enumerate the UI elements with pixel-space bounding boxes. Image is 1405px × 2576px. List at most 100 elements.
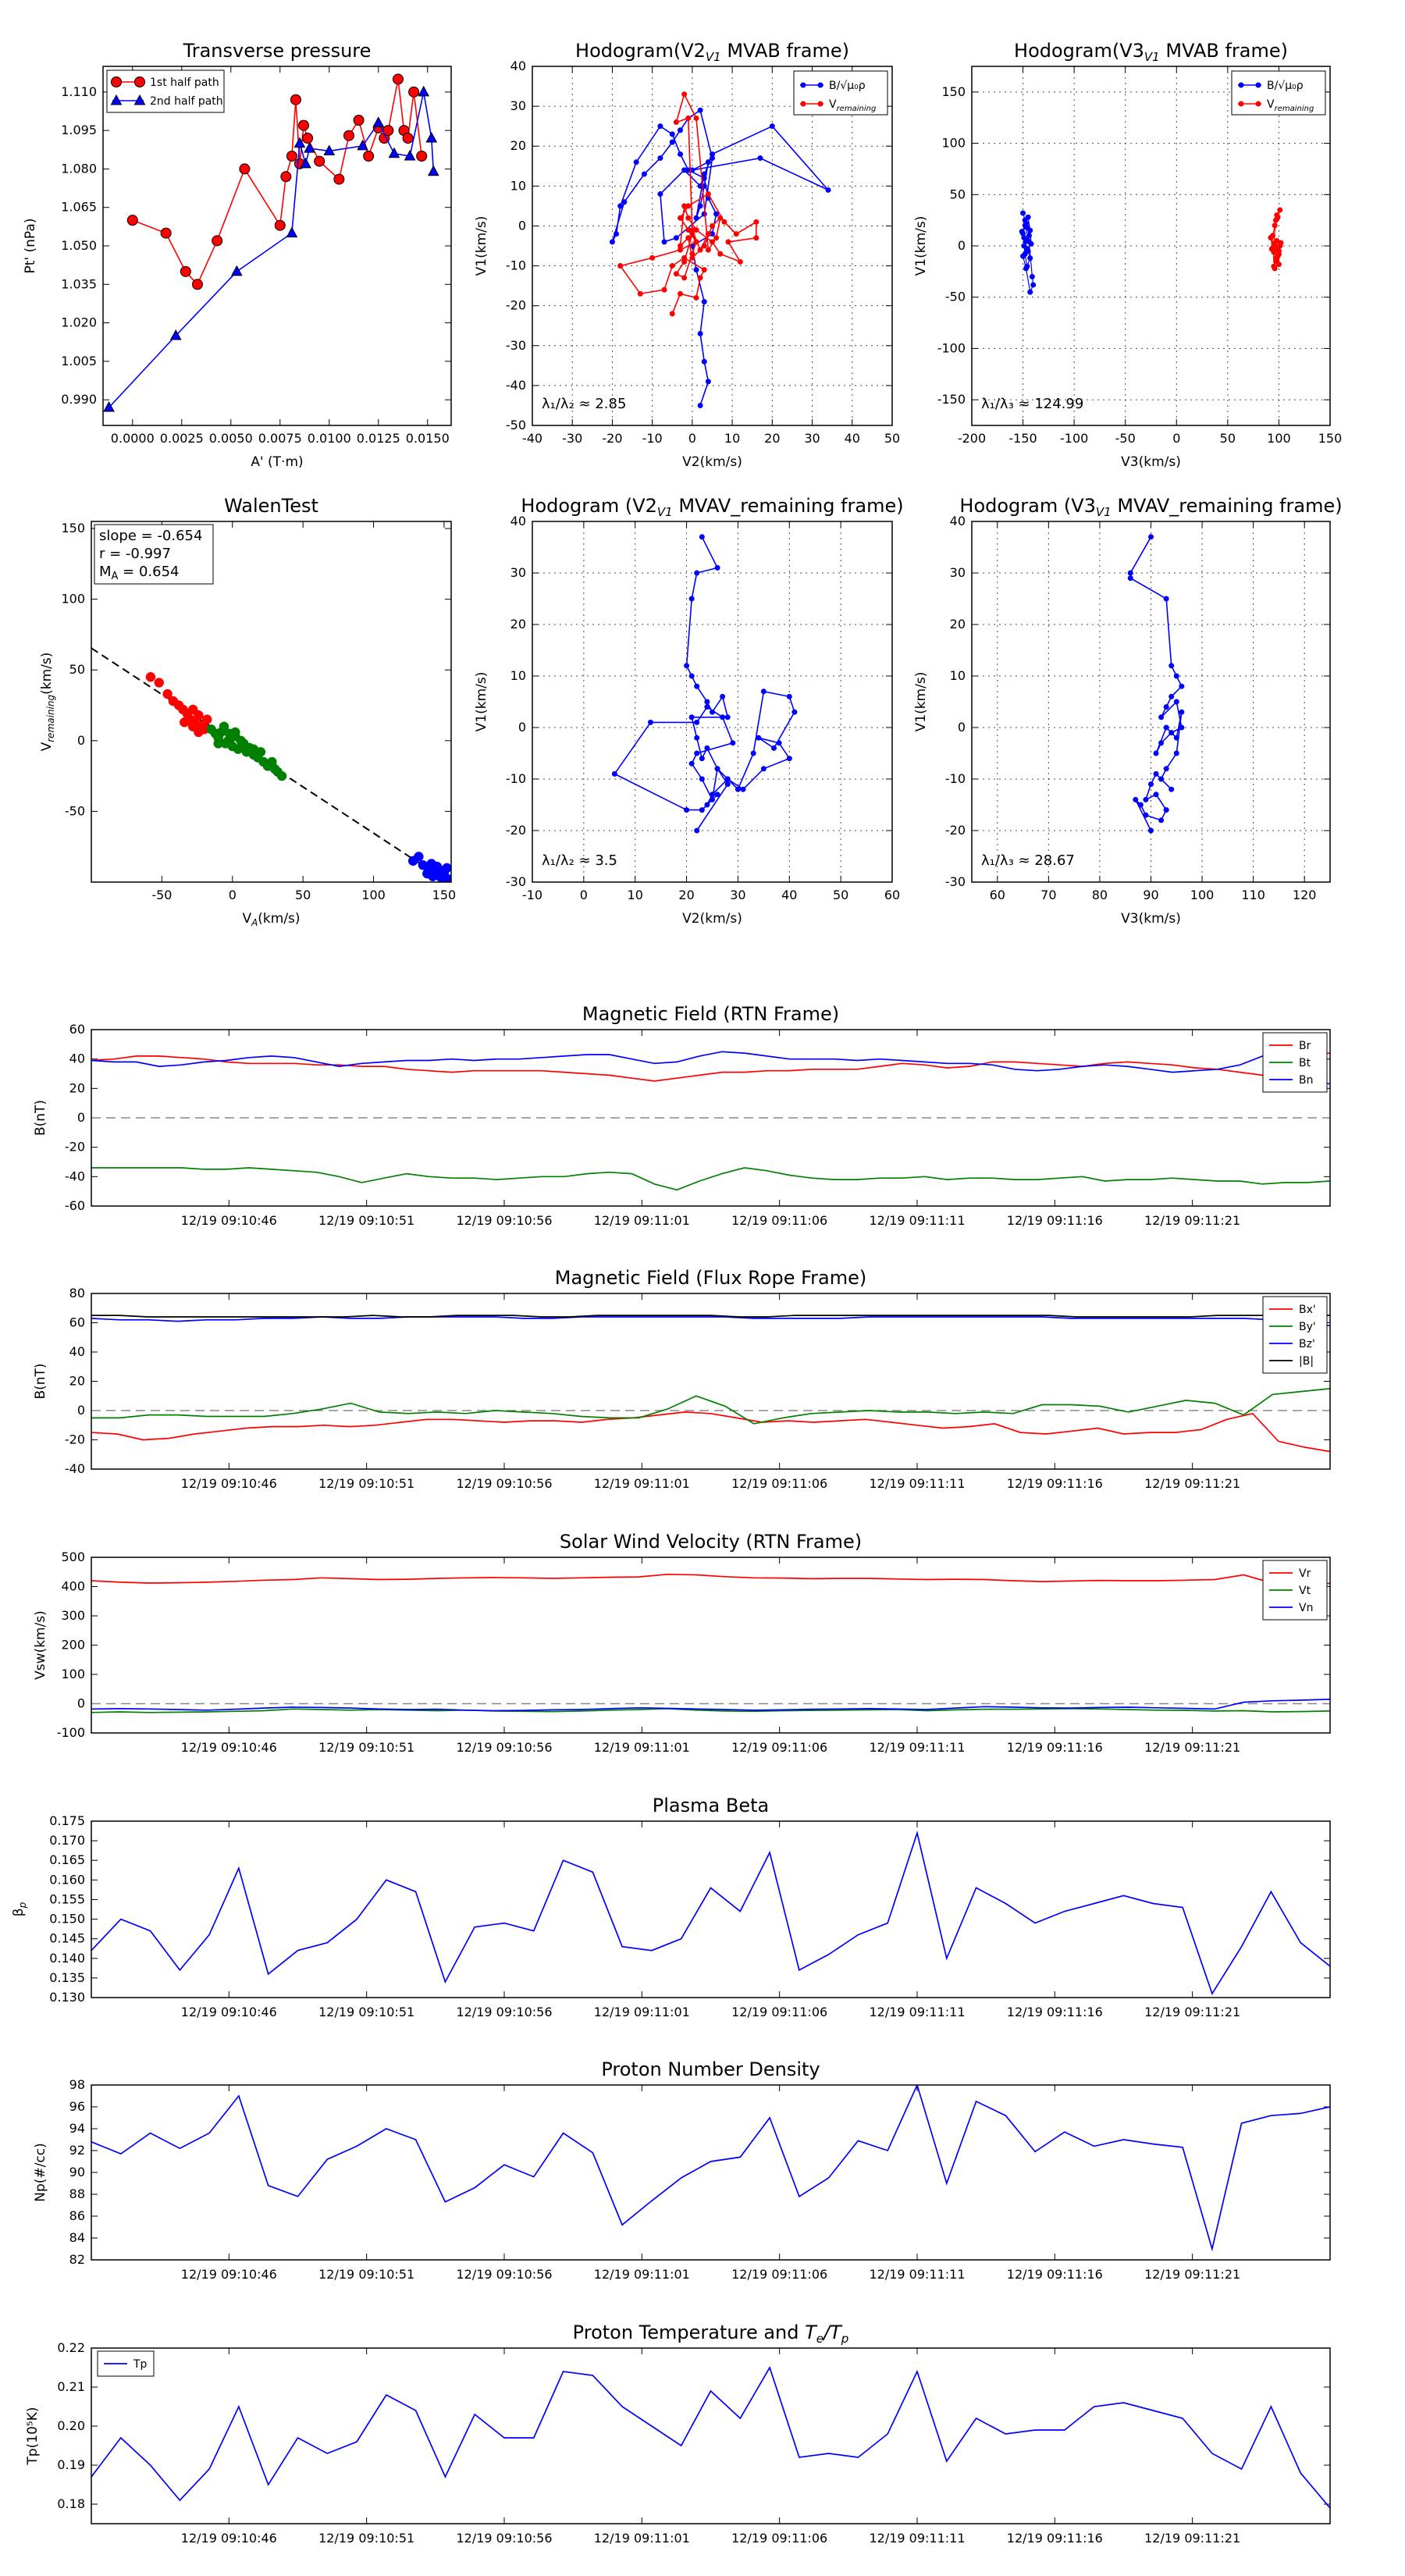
hodo_v2v1_mvab-title: Hodogram(V2V1 MVAB frame) [575, 40, 849, 64]
hodo_v2v1_mvab-b-point [673, 235, 679, 241]
hodo_v3v1_mvab-b-point [1022, 222, 1028, 229]
hodo_v3v1_mvav-v-point [1163, 807, 1169, 813]
walen-green-point [223, 735, 233, 746]
hodo_v2v1_mvab-vremaining-point [697, 275, 703, 281]
walen-stat-line: slope = -0.654 [99, 528, 202, 544]
hodo_v2v1_mvav-v-point [704, 699, 710, 705]
hodo_v3v1_mvav-frame [971, 521, 1331, 883]
ts_np-ytick-label: 94 [69, 2121, 85, 2136]
hodo_v2v1_mvab-vremaining-point [637, 290, 643, 297]
hodo_v2v1_mvab-legend-label: Vremaining [829, 98, 876, 113]
hodo_v2v1_mvav-v-point [710, 709, 715, 715]
ts_mag_fr-series-by [91, 1388, 1330, 1425]
hodo_v3v1_mvab-ytick-label: -100 [937, 340, 966, 355]
hodo_v3v1_mvav-xtick-label: 120 [1293, 888, 1317, 902]
hodo_v2v1_mvab-b-point [681, 167, 688, 173]
hodo_v2v1_mvab-vremaining-point [685, 235, 692, 241]
hodo_v3v1_mvav-v-point [1168, 663, 1175, 669]
hodo_v2v1_mvab-vremaining-point [678, 247, 684, 253]
hodo_v3v1_mvav-xtick-label: 100 [1190, 888, 1215, 902]
transverse-2ndhalfpath-point [323, 144, 336, 155]
hodo_v3v1_mvab-xlabel: V3(km/s) [1121, 454, 1181, 470]
ts_np-title: Proton Number Density [601, 2058, 820, 2080]
hodo_v2v1_mvav-v-point [740, 786, 746, 792]
ts_mag_rtn-ytick-label: 20 [69, 1080, 85, 1095]
hodo_v2v1_mvab-vremaining-point [733, 231, 739, 237]
walen-xtick-label: 150 [432, 888, 457, 902]
hodo_v2v1_mvav-v-line [614, 536, 795, 831]
hodo_v2v1_mvab-vremaining-point [689, 227, 695, 233]
ts_tp-xtick-label: 12/19 09:11:21 [1144, 2531, 1240, 2546]
hodo_v2v1_mvav-frame [532, 521, 893, 883]
ts_vel-plot-area [91, 1573, 1330, 1713]
transverse-ytick-label: 1.065 [61, 200, 97, 215]
hodo_v2v1_mvav-xtick-label: 40 [781, 888, 797, 902]
hodo_v2v1_mvab-vremaining-point [617, 263, 624, 269]
transverse-ylabel: Pt' (nPa) [23, 219, 38, 274]
ts_mag_rtn-title: Magnetic Field (RTN Frame) [582, 1003, 839, 1025]
hodo_v2v1_mvav-v-point [776, 740, 782, 746]
hodo_v2v1_mvab-vremaining-point [685, 115, 692, 121]
ts_vel-ytick-label: 500 [61, 1550, 85, 1564]
hodo_v2v1_mvav-v-point [694, 719, 700, 725]
hodo_v2v1_mvab-vremaining-point [685, 203, 692, 209]
transverse-legend: 1st half path 2nd half path [106, 69, 225, 113]
hodo_v2v1_mvav-v-point [756, 735, 762, 741]
hodo_v2v1_mvab-b-point [757, 155, 763, 162]
hodo_v2v1_mvav-v-point [724, 781, 731, 788]
ts_tp-ylabel: Tp(10⁵K) [25, 2407, 41, 2465]
hodo_v2v1_mvav-v-point [684, 807, 690, 813]
transverse-xtick-label: 0.0000 [111, 431, 155, 446]
hodo_v2v1_mvav-xtick-label: 10 [628, 888, 643, 902]
ts_mag_fr-legend-label: Bz' [1299, 1338, 1315, 1350]
walen-green-point [248, 744, 259, 754]
ts_tp-panel: 0.18 0.19 0.20 0.21 0.22 12/19 09:10:46 12/19 … [25, 2322, 1331, 2546]
ts_mag_fr-xtick-label: 12/19 09:10:46 [181, 1476, 277, 1491]
hodo_v2v1_mvab-b-point [621, 199, 628, 205]
walen-red-point [201, 714, 212, 724]
hodo_v3v1_mvav-xtick-label: 60 [990, 888, 1005, 902]
hodo_v2v1_mvav-v-point [699, 534, 705, 540]
ts_tp-ytick-label: 0.18 [57, 2496, 85, 2511]
ts_tp-xtick-label: 12/19 09:11:16 [1007, 2531, 1103, 2546]
hodo_v3v1_mvab-b-point [1027, 227, 1033, 233]
ts_beta-panel: 0.130 0.135 0.140 0.145 0.150 0.155 0.160 0.165… [11, 1795, 1331, 2019]
hodo_v2v1_mvav-v-point [684, 663, 690, 669]
hodo_v3v1_mvav-v-point [1153, 792, 1159, 798]
ts_mag_fr-legend-label: Bx' [1299, 1304, 1316, 1316]
ts_np-panel: 82 84 86 88 90 92 94 96 98 12/19 09:10:46 12/19 09… [33, 2058, 1331, 2282]
hodo_v3v1_mvab-legend-label: B/√μ₀ρ [1267, 80, 1304, 92]
hodo_v2v1_mvav-v-point [704, 802, 710, 808]
hodo_v2v1_mvav-panel: -30 -20 -10 0 10 20 30 40 -10 0 10 20 30 40 50 60 Hodogr… [474, 495, 904, 927]
ts_mag_fr-title: Magnetic Field (Flux Rope Frame) [555, 1267, 866, 1289]
hodo_v2v1_mvav-v-point [699, 807, 705, 813]
ts_beta-ytick-label: 0.135 [49, 1970, 85, 1985]
hodo_v2v1_mvab-b-point [705, 159, 711, 165]
walen-panel: -50 0 50 100 150 -50 0 50 100 150 WalenTest VA(km/s… [39, 495, 456, 928]
hodo_v3v1_mvab-b-point [1024, 237, 1030, 243]
transverse-1sthalfpath-point [160, 227, 172, 239]
transverse-ytick-label: 1.035 [61, 276, 97, 291]
ts_np-frame [91, 2084, 1331, 2261]
ts_beta-series-p [91, 1830, 1330, 1995]
ts_tp-ytick-label: 0.19 [57, 2457, 85, 2472]
hodo_v2v1_mvav-v-point [611, 770, 617, 777]
transverse-panel: 0.990 1.005 1.020 1.035 1.050 1.065 1.080 1.095… [23, 40, 452, 470]
ts_beta-xtick-label: 12/19 09:11:11 [869, 2005, 965, 2019]
ts_vel-xtick-label: 12/19 09:11:06 [731, 1740, 827, 1755]
hodo_v3v1_mvav-v-point [1173, 750, 1179, 756]
hodo_v2v1_mvab-xtick-label: 20 [764, 431, 780, 446]
transverse-xtick-label: 0.0075 [258, 431, 302, 446]
ts_beta-ytick-label: 0.150 [49, 1912, 85, 1927]
ts_vel-xtick-label: 12/19 09:11:11 [869, 1740, 965, 1755]
ts_np-plot-area [91, 2085, 1330, 2252]
transverse-xtick-label: 0.0125 [357, 431, 400, 446]
hodo_v2v1_mvav-v-point [724, 714, 731, 720]
ts_vel-ytick-label: 0 [77, 1696, 85, 1711]
walen-red-point [162, 688, 173, 699]
hodo_v3v1_mvav-ytick-label: 30 [950, 565, 966, 580]
hodo_v2v1_mvav-v-point [771, 745, 777, 751]
hodo_v2v1_mvav-xlabel: V2(km/s) [682, 911, 742, 927]
hodo_v2v1_mvav-v-point [786, 693, 792, 699]
